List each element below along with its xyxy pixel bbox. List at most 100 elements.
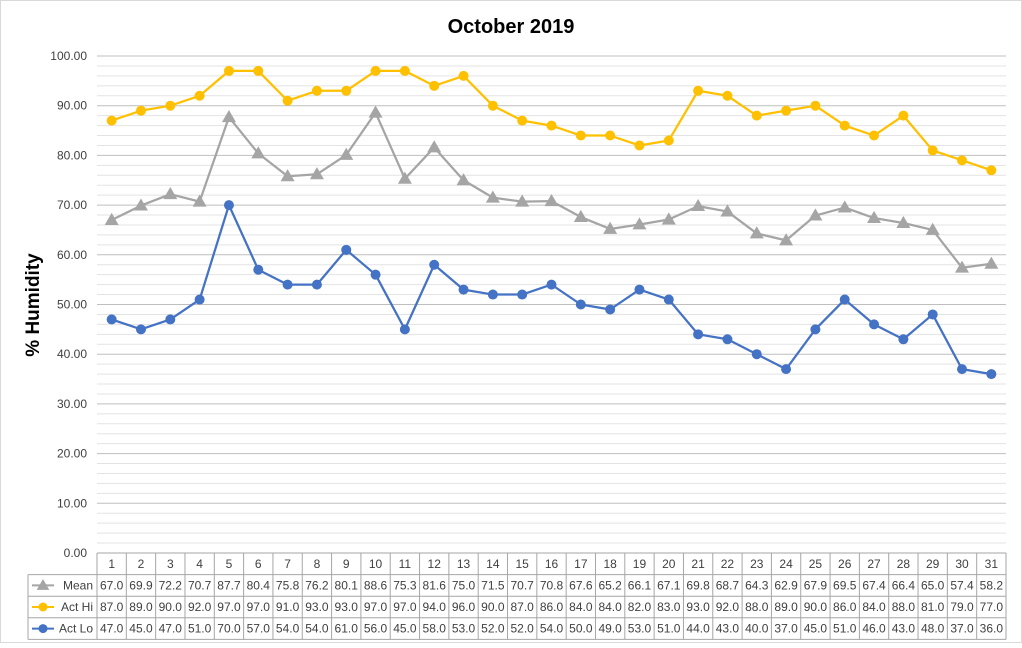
- data-point: [221, 109, 236, 123]
- data-point: [106, 314, 117, 325]
- data-table-cell: 92.0: [716, 600, 740, 614]
- data-table-cell: 80.1: [335, 578, 359, 592]
- y-tick-label: 50.00: [57, 298, 87, 312]
- data-table-cell: 75.3: [393, 578, 417, 592]
- data-point: [869, 319, 880, 330]
- data-point: [634, 284, 645, 295]
- data-table-cell: 93.0: [335, 600, 359, 614]
- data-table-cell: 65.0: [921, 578, 945, 592]
- data-point: [253, 264, 264, 275]
- data-table-cell: 53.0: [628, 622, 652, 636]
- x-tick-label: 6: [255, 557, 262, 571]
- y-tick-label: 20.00: [57, 447, 87, 461]
- data-point: [573, 209, 588, 222]
- x-tick-label: 25: [809, 557, 823, 571]
- chart-title: October 2019: [448, 16, 575, 38]
- data-table-cell: 70.7: [510, 578, 534, 592]
- x-tick-label: 12: [428, 557, 442, 571]
- data-table-cell: 69.9: [129, 578, 153, 592]
- data-point: [839, 120, 850, 131]
- data-table-cell: 69.8: [686, 578, 710, 592]
- data-table-cell: 67.1: [657, 578, 681, 592]
- legend-entry: Act Lo: [59, 622, 93, 636]
- y-tick-label: 80.00: [57, 148, 87, 162]
- data-table-cell: 56.0: [364, 622, 388, 636]
- data-point: [896, 215, 911, 228]
- data-table-cell: 87.0: [100, 600, 124, 614]
- data-table-cell: 54.0: [305, 622, 329, 636]
- data-point: [165, 314, 176, 325]
- data-point: [749, 226, 764, 239]
- data-point: [808, 208, 823, 221]
- data-table-cell: 64.3: [745, 578, 769, 592]
- y-tick-label: 40.00: [57, 347, 87, 361]
- data-table-cell: 81.6: [423, 578, 447, 592]
- x-tick-label: 3: [167, 557, 174, 571]
- data-point: [693, 329, 704, 340]
- data-table-cell: 67.6: [569, 578, 593, 592]
- x-tick-label: 21: [691, 557, 705, 571]
- x-tick-label: 4: [196, 557, 203, 571]
- data-point: [429, 80, 440, 91]
- data-table-cell: 88.0: [892, 600, 916, 614]
- data-table-cell: 47.0: [159, 622, 183, 636]
- data-table-cell: 48.0: [921, 622, 945, 636]
- data-table-cell: 91.0: [276, 600, 300, 614]
- y-tick-label: 0.00: [64, 546, 88, 560]
- data-point: [898, 334, 909, 345]
- data-point: [397, 171, 412, 184]
- data-table-cell: 97.0: [364, 600, 388, 614]
- y-tick-label: 30.00: [57, 397, 87, 411]
- data-table-cell: 52.0: [481, 622, 505, 636]
- data-point: [135, 105, 146, 116]
- data-point: [720, 204, 735, 217]
- data-point: [370, 269, 381, 280]
- data-point: [194, 90, 205, 101]
- data-table-cell: 54.0: [276, 622, 300, 636]
- data-table-cell: 69.5: [833, 578, 857, 592]
- data-point: [487, 100, 498, 111]
- legend-entry: Mean: [63, 578, 93, 592]
- data-table-cell: 83.0: [657, 600, 681, 614]
- x-tick-label: 10: [369, 557, 383, 571]
- data-point: [280, 169, 295, 182]
- data-table-cell: 45.0: [129, 622, 153, 636]
- data-point: [955, 260, 970, 273]
- data-table-cell: 67.9: [804, 578, 828, 592]
- data-table-cell: 53.0: [452, 622, 476, 636]
- data-point: [837, 200, 852, 213]
- data-table-cell: 72.2: [159, 578, 183, 592]
- data-point: [839, 294, 850, 305]
- data-point: [192, 194, 207, 207]
- data-point: [194, 294, 205, 305]
- data-table-cell: 45.0: [804, 622, 828, 636]
- data-table-cell: 37.0: [774, 622, 798, 636]
- data-table-cell: 58.2: [980, 578, 1004, 592]
- data-table-cell: 61.0: [335, 622, 359, 636]
- data-table: 1 2 3 4 5 6 7 8 9 10 11 12 13 14 15 16 17 18 19 20 21 22 23 24 2…: [27, 552, 1007, 640]
- data-point: [632, 217, 647, 230]
- data-point: [456, 173, 471, 186]
- data-table-cell: 57.4: [950, 578, 974, 592]
- legend-marker-key: [38, 624, 48, 634]
- x-tick-label: 13: [457, 557, 471, 571]
- data-table-cell: 89.0: [774, 600, 798, 614]
- data-table-cell: 66.4: [892, 578, 916, 592]
- data-table-cell: 81.0: [921, 600, 945, 614]
- data-table-cell: 90.0: [159, 600, 183, 614]
- data-point: [458, 284, 469, 295]
- data-table-cell: 52.0: [510, 622, 534, 636]
- x-tick-label: 23: [750, 557, 764, 571]
- data-point: [810, 100, 821, 111]
- data-point: [663, 135, 674, 146]
- data-point: [957, 364, 968, 375]
- x-tick-label: 16: [545, 557, 559, 571]
- data-point: [370, 65, 381, 76]
- data-table-cell: 94.0: [423, 600, 447, 614]
- data-table-cell: 44.0: [686, 622, 710, 636]
- data-table-cell: 70.0: [217, 622, 241, 636]
- x-tick-label: 14: [486, 557, 500, 571]
- legend-marker-key: [38, 602, 48, 612]
- data-table-cell: 87.0: [510, 600, 534, 614]
